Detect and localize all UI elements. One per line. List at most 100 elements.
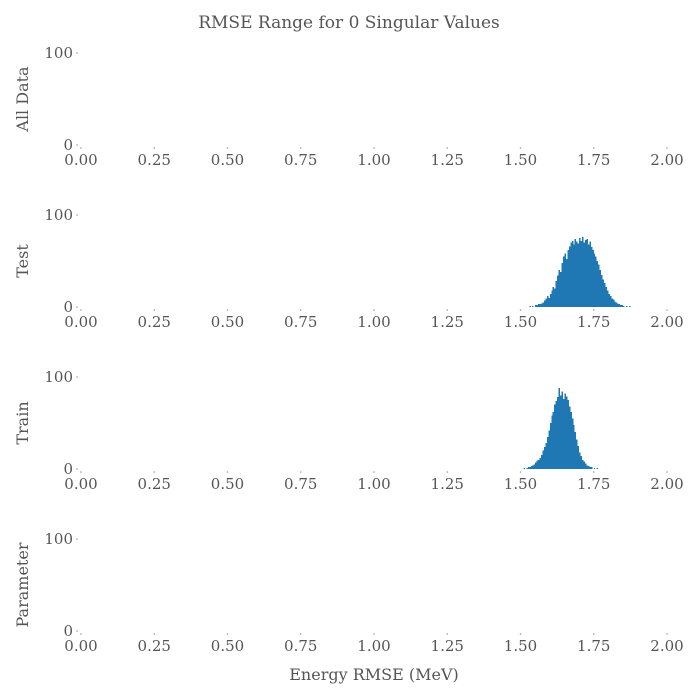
histogram-bar (551, 290, 553, 307)
x-tick-mark (592, 633, 595, 635)
x-tick-mark (226, 147, 229, 149)
histogram-bar (560, 395, 562, 469)
x-tick-label: 0.00 (64, 313, 97, 331)
x-tick-label: 0.25 (138, 475, 171, 493)
x-tick-label: 0.25 (138, 151, 171, 169)
x-tick-label: 1.00 (357, 151, 390, 169)
histogram-bar (558, 270, 561, 307)
histogram-bar (536, 460, 539, 469)
x-tick-mark (299, 309, 302, 311)
x-tick-mark (226, 471, 229, 473)
histogram-bar (529, 467, 531, 469)
x-tick-mark (373, 633, 375, 635)
histogram-bar (601, 274, 603, 307)
panel-label: All Data (13, 66, 32, 133)
x-tick-mark (519, 633, 522, 635)
histogram-bar (586, 238, 588, 307)
x-tick-mark (519, 471, 522, 473)
histogram-bar (565, 396, 568, 469)
histogram-bar (584, 239, 587, 307)
histogram-bar (596, 261, 599, 307)
x-tick-label: 1.75 (577, 637, 610, 655)
histogram-bar (532, 465, 534, 469)
x-tick-mark (446, 633, 449, 635)
histogram-bar (620, 305, 622, 307)
x-tick-mark (373, 309, 375, 311)
histogram-bar (552, 286, 555, 307)
x-tick-label: 0.75 (284, 475, 317, 493)
panel-label: Parameter (13, 542, 32, 627)
x-tick-label: 1.75 (577, 475, 610, 493)
histogram-bar (568, 246, 571, 307)
x-tick-label: 1.00 (357, 637, 390, 655)
y-tick-label: 100 (44, 530, 73, 548)
histogram-panels: All Data 0 100 0.00 0.25 0.50 0.75 1.00 1.25 1.50… (13, 44, 684, 655)
x-tick-label: 1.50 (504, 475, 537, 493)
histogram-bar (539, 304, 542, 307)
histogram-bar (625, 306, 628, 307)
histogram-bar (564, 393, 566, 469)
histogram-bar (583, 461, 585, 469)
y-tick-label: 100 (44, 206, 73, 224)
histogram-bar (548, 297, 550, 307)
histogram-bar (535, 305, 537, 307)
histogram-bar (592, 249, 594, 307)
x-tick-mark (666, 147, 668, 149)
x-tick-label: 1.25 (431, 313, 464, 331)
histogram-bar (549, 294, 552, 307)
x-tick-mark (519, 147, 522, 149)
histogram-bar (557, 397, 559, 469)
histogram-bar (577, 243, 580, 307)
histogram-bar (535, 462, 537, 469)
histogram-bar (562, 256, 565, 307)
histogram-bar (571, 418, 574, 469)
x-tick-mark (666, 633, 668, 635)
histogram-bar (590, 467, 593, 469)
histogram-bar (615, 302, 618, 307)
histogram-bar (538, 304, 540, 307)
histogram-bar (530, 466, 533, 469)
y-tick-mark (76, 306, 78, 308)
x-tick-mark (446, 147, 449, 149)
x-tick-label: 1.00 (357, 475, 390, 493)
histogram-bar (617, 303, 619, 307)
histogram-bar (542, 302, 544, 307)
histogram-bar (571, 240, 574, 307)
histogram-bar (543, 446, 546, 469)
x-tick-mark (226, 633, 229, 635)
histogram-bar (576, 439, 578, 469)
x-tick-mark (666, 309, 668, 311)
x-tick-label: 0.25 (138, 313, 171, 331)
x-tick-mark (153, 309, 156, 311)
x-tick-mark (592, 471, 595, 473)
histogram-bar (579, 238, 581, 307)
histogram-bar (608, 294, 610, 307)
histogram-bar (589, 467, 591, 469)
panel-parameter: Parameter 0 100 0.00 0.25 0.50 0.75 1.00 1.25 1.5… (13, 530, 684, 655)
y-tick-label: 100 (44, 44, 73, 62)
y-tick-label: 100 (44, 368, 73, 386)
histogram-bar (561, 262, 563, 307)
x-tick-label: 0.75 (284, 637, 317, 655)
histogram-bar (562, 399, 565, 469)
panel-label: Train (13, 401, 32, 444)
x-tick-label: 1.75 (577, 313, 610, 331)
x-tick-label: 0.50 (211, 151, 244, 169)
x-tick-label: 2.00 (650, 637, 683, 655)
x-tick-mark (226, 309, 229, 311)
histogram-bar (587, 466, 590, 469)
x-tick-mark (373, 147, 375, 149)
x-tick-mark (299, 633, 302, 635)
chart-title: RMSE Range for 0 Singular Values (198, 13, 500, 33)
x-tick-label: 2.00 (650, 313, 683, 331)
y-tick-label: 0 (63, 136, 73, 154)
histogram-bar (574, 432, 577, 469)
x-tick-mark (299, 147, 302, 149)
histogram-bar (623, 306, 625, 307)
x-tick-label: 0.00 (64, 151, 97, 169)
histogram-bar (538, 459, 540, 469)
x-tick-label: 0.00 (64, 475, 97, 493)
y-tick-mark (76, 214, 78, 216)
histogram-bar (582, 459, 584, 469)
x-tick-mark (80, 147, 82, 149)
